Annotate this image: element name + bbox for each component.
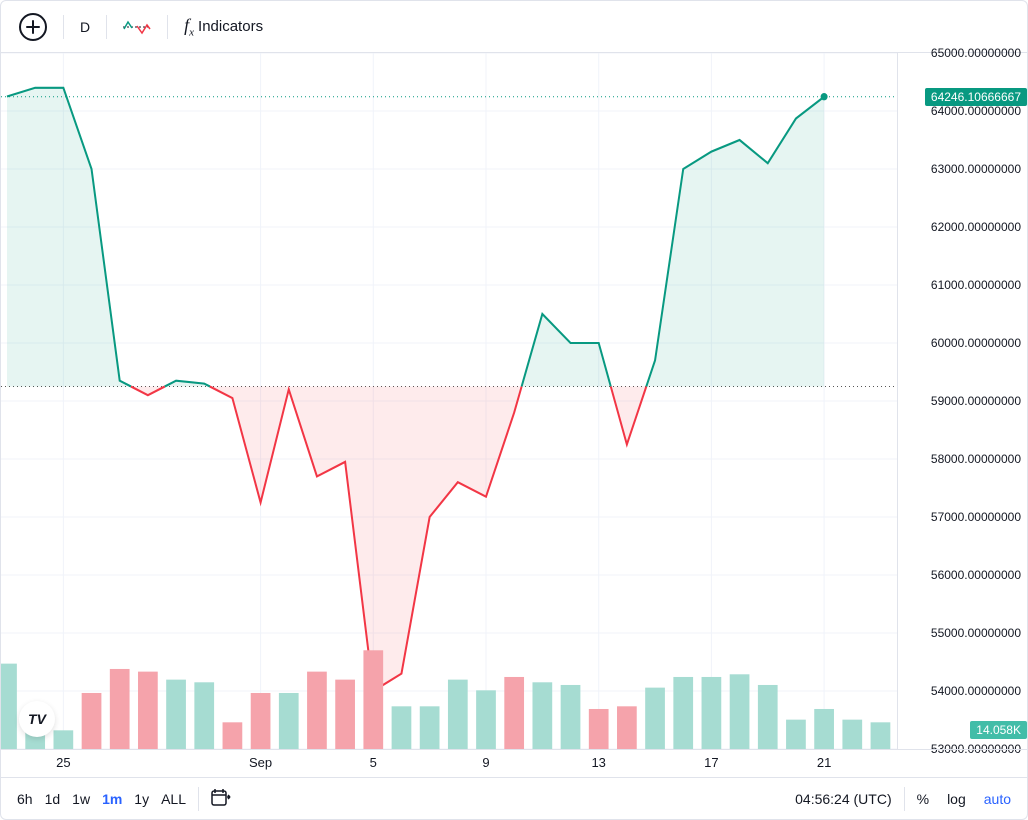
add-button[interactable]: [11, 9, 55, 45]
fx-icon: fx: [184, 15, 194, 39]
toolbar-separator: [63, 15, 64, 39]
bottom-separator: [198, 787, 199, 811]
x-tick-label: 17: [704, 755, 718, 770]
y-tick-label: 56000.00000000: [931, 568, 1021, 582]
bottom-bar: 6h1d1w1m1yALL 04:56:24 (UTC) % log auto: [1, 777, 1027, 819]
interval-button[interactable]: D: [72, 9, 98, 45]
toolbar-separator: [106, 15, 107, 39]
y-tick-label: 55000.00000000: [931, 626, 1021, 640]
range-1y[interactable]: 1y: [128, 787, 155, 811]
tradingview-logo[interactable]: TV: [19, 701, 55, 737]
plus-icon: [19, 13, 47, 41]
y-tick-label: 57000.00000000: [931, 510, 1021, 524]
y-tick-label: 61000.00000000: [931, 278, 1021, 292]
volume-badge: 14.058K: [970, 721, 1027, 739]
x-tick-label: 9: [482, 755, 489, 770]
baseline-wave-icon: [123, 18, 151, 36]
y-tick-label: 65000.00000000: [931, 46, 1021, 60]
toolbar-separator: [167, 15, 168, 39]
x-axis[interactable]: 25 Sep 5 9 13 17 21: [1, 749, 1027, 777]
chart-plot[interactable]: TV: [1, 53, 897, 749]
range-1m[interactable]: 1m: [96, 787, 128, 811]
y-tick-label: 64000.00000000: [931, 104, 1021, 118]
x-tick-label: 25: [56, 755, 70, 770]
x-tick-label: Sep: [249, 755, 272, 770]
range-1d[interactable]: 1d: [39, 787, 67, 811]
y-tick-label: 59000.00000000: [931, 394, 1021, 408]
chart-toolbar: D fx Indicators: [1, 1, 1027, 53]
last-price-badge: 64246.10666667: [925, 88, 1027, 106]
chart-canvas: [1, 53, 897, 749]
x-tick-label: 21: [817, 755, 831, 770]
chart-style-button[interactable]: [115, 9, 159, 45]
clock-label[interactable]: 04:56:24 (UTC): [789, 787, 897, 811]
log-scale-button[interactable]: log: [941, 787, 972, 811]
chart-area[interactable]: TV 65000.0000000064000.0000000063000.000…: [1, 53, 1027, 749]
indicators-label: Indicators: [198, 18, 263, 35]
goto-date-button[interactable]: [205, 784, 237, 813]
y-axis[interactable]: 65000.0000000064000.0000000063000.000000…: [897, 53, 1027, 749]
indicators-button[interactable]: fx Indicators: [176, 9, 271, 45]
y-tick-label: 62000.00000000: [931, 220, 1021, 234]
auto-scale-button[interactable]: auto: [978, 787, 1017, 811]
range-6h[interactable]: 6h: [11, 787, 39, 811]
range-1w[interactable]: 1w: [66, 787, 96, 811]
range-ALL[interactable]: ALL: [155, 787, 192, 811]
x-tick-label: 5: [370, 755, 377, 770]
y-tick-label: 54000.00000000: [931, 684, 1021, 698]
calendar-arrow-icon: [211, 788, 231, 806]
y-tick-label: 60000.00000000: [931, 336, 1021, 350]
y-tick-label: 58000.00000000: [931, 452, 1021, 466]
bottom-separator: [904, 787, 905, 811]
y-tick-label: 63000.00000000: [931, 162, 1021, 176]
x-tick-label: 13: [591, 755, 605, 770]
percent-scale-button[interactable]: %: [911, 787, 935, 811]
